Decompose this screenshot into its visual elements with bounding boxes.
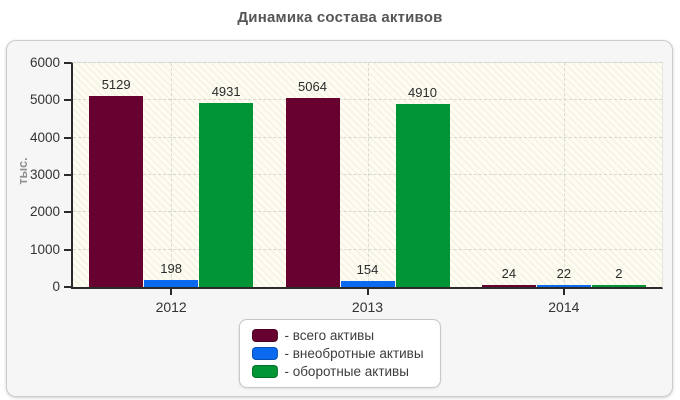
bar-value-label: 198 (160, 260, 182, 276)
x-axis-label: 2014 (548, 299, 580, 315)
bar (536, 285, 591, 287)
bar-value-label: 5129 (101, 76, 131, 92)
bar-value-label: 4931 (211, 83, 241, 99)
chart-title: Динамика состава активов (237, 9, 443, 26)
y-axis-tick-label: 1000 (29, 241, 60, 257)
gridline-horizontal (73, 62, 662, 63)
y-axis-tick (64, 136, 71, 139)
chart-panel: тыс. 0 1000 2000 3000 4000 5000 6000 5129 198 493… (6, 40, 673, 397)
y-axis-tick (64, 174, 71, 176)
legend-item: - внеобротные активы (251, 346, 424, 361)
y-axis-tick (64, 211, 71, 214)
y-axis-tick (64, 248, 71, 251)
bar-column: 5129 (89, 63, 144, 287)
x-axis-label: 2013 (351, 299, 384, 315)
bar-value-label: 5064 (298, 78, 327, 94)
bar (395, 103, 450, 287)
y-axis-tick-label: 4000 (29, 129, 60, 145)
bar-column: 4931 (199, 63, 254, 287)
bar (481, 285, 536, 287)
legend-swatch (251, 347, 278, 360)
bar-group-2013: 5064 154 4910 (285, 63, 450, 287)
bar-column: 24 (481, 63, 536, 287)
bar-column: 198 (144, 63, 199, 287)
bar (591, 285, 646, 287)
bar (340, 281, 395, 287)
y-axis-tick-label: 6000 (29, 55, 60, 70)
y-axis-tick-label: 0 (52, 279, 60, 294)
y-axis-tick-label: 2000 (29, 204, 60, 220)
legend-item: - оборотные активы (251, 364, 423, 379)
legend: - всего активы - внеобротные активы - обор… (238, 319, 441, 388)
gridline-vertical (563, 63, 565, 287)
bar-value-label: 22 (556, 266, 572, 281)
x-axis-tick (562, 289, 565, 295)
gridline-vertical (171, 63, 173, 287)
bar (199, 102, 254, 287)
legend-swatch (251, 365, 278, 378)
bar-value-label: 2 (615, 266, 623, 281)
legend-label: - всего активы (284, 328, 375, 343)
legend-label: - внеобротные активы (284, 346, 424, 361)
y-axis-tick (64, 286, 71, 288)
bar (89, 95, 144, 287)
bar (144, 279, 199, 287)
legend-label: - оборотные активы (284, 364, 409, 379)
bar (285, 97, 340, 287)
bar-column: 22 (536, 63, 591, 287)
bar-group-2014: 24 22 2 (481, 63, 646, 287)
x-axis-label: 2012 (155, 299, 187, 315)
gridline-vertical (367, 63, 369, 287)
y-axis-tick-label: 3000 (29, 167, 60, 182)
bar-column: 2 (591, 63, 646, 287)
bar-column: 5064 (285, 63, 340, 287)
bar-column: 4910 (395, 63, 450, 287)
x-axis-tick (170, 289, 173, 295)
y-axis-tick (64, 62, 71, 64)
y-axis-tick (64, 99, 71, 102)
bar-column: 154 (340, 63, 395, 287)
bar-group-2012: 5129 198 4931 (89, 63, 254, 287)
y-axis-title: тыс. (16, 157, 30, 185)
bar-value-label: 154 (356, 262, 379, 278)
bar-value-label: 4910 (408, 84, 437, 100)
plot-area: 0 1000 2000 3000 4000 5000 6000 5129 198 4931 2012… (30, 55, 663, 315)
bar-value-label: 24 (501, 266, 517, 281)
legend-swatch (251, 329, 278, 342)
x-axis-tick (366, 289, 369, 295)
legend-item: - всего активы (251, 328, 423, 343)
y-axis-tick-label: 5000 (29, 92, 60, 108)
